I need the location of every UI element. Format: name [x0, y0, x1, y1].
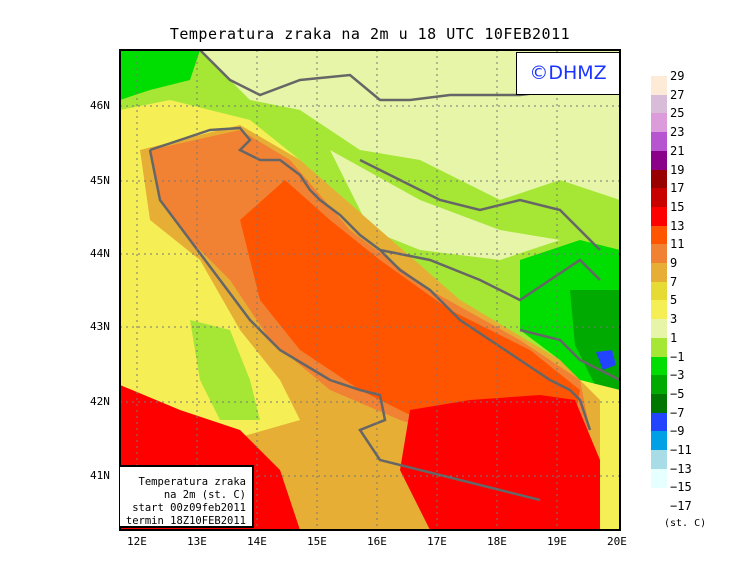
- legend-swatch: [651, 76, 667, 96]
- legend-swatch: [651, 188, 667, 208]
- lat-tick-label: 43N: [90, 320, 110, 333]
- lat-tick-label: 46N: [90, 99, 110, 112]
- lon-tick-label: 12E: [127, 535, 147, 548]
- lat-tick-label: 44N: [90, 247, 110, 260]
- orange-red-sea: [240, 180, 580, 440]
- green-italy: [190, 320, 260, 420]
- lon-tick-label: 19E: [547, 535, 567, 548]
- coastlines-borders: [148, 49, 621, 502]
- lon-tick-label: 16E: [367, 535, 387, 548]
- legend-swatch: [651, 225, 667, 245]
- legend-label: 5: [670, 293, 678, 308]
- lat-tick-label: 41N: [90, 469, 110, 482]
- legend-unit: (st. C): [664, 518, 707, 529]
- lon-tick-label: 20E: [607, 535, 627, 548]
- lon-tick-label: 13E: [187, 535, 207, 548]
- legend-swatch: [651, 319, 667, 339]
- legend-swatch: [651, 281, 667, 301]
- red-southeast: [400, 395, 600, 530]
- info-line: start 00z09feb2011: [132, 502, 246, 514]
- legend-label: −3: [670, 368, 685, 383]
- legend-label: −15: [670, 480, 692, 495]
- legend-swatch: [651, 337, 667, 357]
- legend-label: 7: [670, 274, 678, 289]
- legend-swatch: [651, 468, 667, 488]
- legend-label: −1: [670, 349, 685, 364]
- lat-tick-label: 42N: [90, 395, 110, 408]
- legend-swatch: [651, 132, 667, 152]
- info-line: termin 18Z10FEB2011: [125, 515, 246, 527]
- legend-label: 13: [670, 218, 685, 233]
- legend-label: 25: [670, 106, 685, 121]
- lon-tick-label: 14E: [247, 535, 267, 548]
- legend-label: −7: [670, 405, 685, 420]
- legend-label: 23: [670, 125, 685, 140]
- map-title: Temperatura zraka na 2m u 18 UTC 10FEB20…: [169, 25, 571, 43]
- legend-swatch: [651, 94, 667, 114]
- lon-tick-label: 17E: [427, 535, 447, 548]
- legend-label: 1: [670, 330, 678, 345]
- blue-blob: [596, 350, 616, 370]
- dhmz-logo: ©DHMZ: [516, 52, 620, 95]
- legend-label: −5: [670, 386, 685, 401]
- legend-label: −9: [670, 424, 685, 439]
- legend-swatch: [651, 393, 667, 414]
- legend-swatch: [651, 244, 667, 264]
- legend-label: 27: [670, 87, 685, 102]
- legend-label: 15: [670, 199, 685, 214]
- legend-label: 19: [670, 162, 685, 177]
- legend-label: 21: [670, 143, 685, 158]
- lon-tick-label: 15E: [307, 535, 327, 548]
- grid-lines: [120, 50, 620, 530]
- lat-tick-label: 45N: [90, 174, 110, 187]
- legend-label: 29: [670, 69, 685, 83]
- legend-label: −11: [670, 443, 692, 457]
- legend-swatch: [651, 263, 667, 283]
- legend-label: 3: [670, 312, 678, 327]
- legend-swatch: [651, 356, 667, 376]
- legend-label: −13: [670, 461, 692, 476]
- legend-swatch: [651, 412, 667, 432]
- green-top-left: [120, 50, 200, 100]
- legend-label: 17: [670, 181, 685, 196]
- legend-swatch: [651, 169, 667, 189]
- legend-swatch: [651, 450, 667, 470]
- legend-swatch: [651, 375, 667, 395]
- map-frame: [119, 49, 621, 531]
- legend-swatch: [651, 300, 667, 320]
- info-box: Temperatura zraka na 2m (st. C) start 00…: [120, 465, 254, 528]
- pale-zone: [200, 50, 620, 260]
- info-line: na 2m (st. C): [163, 489, 246, 501]
- legend-swatch: [651, 206, 667, 227]
- legend-label: −17: [670, 499, 692, 514]
- lon-tick-label: 18E: [487, 535, 507, 548]
- legend-swatch: [651, 150, 667, 170]
- legend-label: 11: [670, 237, 685, 252]
- legend-label: 9: [670, 256, 678, 270]
- info-line: Temperatura zraka: [138, 476, 246, 488]
- legend-swatch: [651, 431, 667, 451]
- legend-swatch: [651, 113, 667, 133]
